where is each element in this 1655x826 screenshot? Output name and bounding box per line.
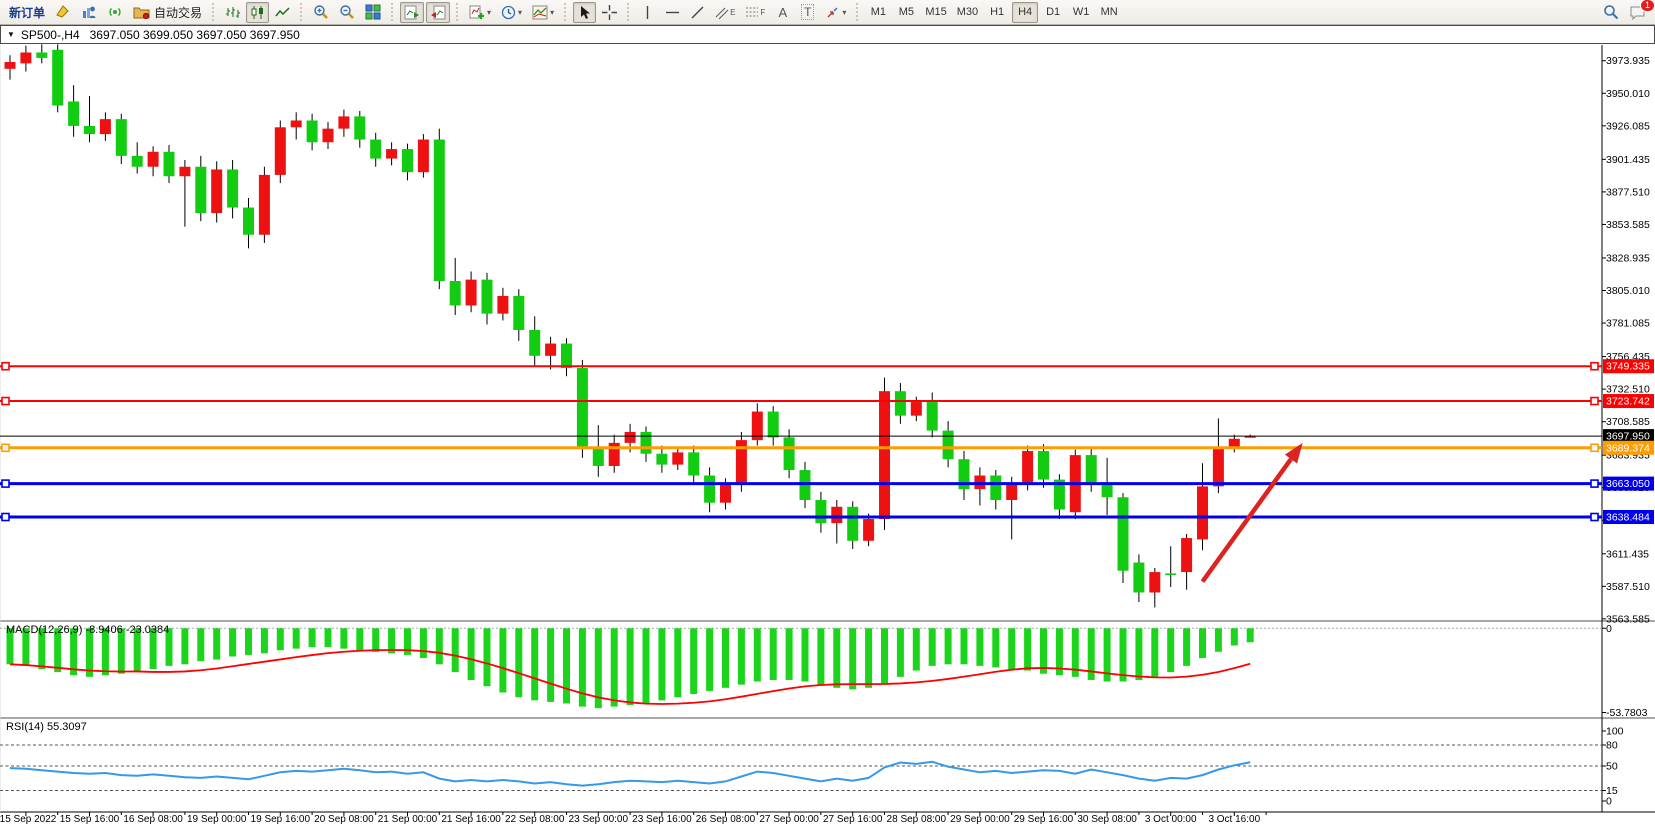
market-watch-icon[interactable]: [77, 2, 101, 23]
new-order-button[interactable]: 新订单: [9, 5, 46, 20]
one-click-trading-toggle-icon[interactable]: ▼: [7, 30, 15, 39]
templates-button[interactable]: ▾: [528, 2, 558, 23]
fibonacci-icon: [746, 7, 759, 16]
equidistant-channel-tool-button[interactable]: E: [711, 2, 739, 23]
autotrade-icon: [133, 7, 150, 20]
auto-scroll-button[interactable]: [400, 1, 425, 23]
market-watch-icon: [83, 6, 96, 18]
timeframe-mn-button[interactable]: MN: [1100, 6, 1118, 18]
toolbar-separator: [562, 3, 570, 21]
template-chart-icon: [532, 5, 548, 19]
chart-ohlc-values: 3697.050 3699.050 3697.050 3697.950: [89, 27, 300, 42]
timeframe-m5-button[interactable]: M5: [898, 6, 914, 18]
toolbar-separator: [454, 3, 462, 21]
trendline-icon: [691, 6, 704, 18]
fibonacci-tool-glyph: F: [760, 7, 766, 17]
auto-scroll-icon: [404, 5, 420, 19]
autotrade-button[interactable]: 自动交易: [129, 2, 206, 23]
signals-icon[interactable]: [103, 2, 127, 23]
chevron-down-icon: ▾: [550, 7, 555, 17]
signals-icon: [109, 8, 121, 16]
vertical-line-icon: [646, 5, 649, 19]
price-axis[interactable]: [1602, 45, 1655, 812]
text-tool-glyph: A: [778, 4, 788, 20]
main-toolbar: 新订单 自动交易: [0, 0, 1655, 25]
bar-chart-icon: [226, 6, 241, 18]
clock-icon: [501, 5, 516, 19]
rsi-indicator-label: RSI(14) 55.3097: [6, 721, 87, 733]
arrows-tool-button[interactable]: ▾: [821, 2, 850, 23]
add-indicator-icon: [469, 5, 485, 19]
timeframe-h4-button[interactable]: H4: [1012, 1, 1039, 23]
arrow-objects-icon: [827, 7, 838, 17]
toolbar-separator: [210, 3, 218, 21]
add-indicator-button[interactable]: ▾: [465, 2, 495, 23]
toolbar-separator: [625, 3, 633, 21]
channel-tool-glyph: E: [730, 7, 736, 17]
zoom-in-icon: [314, 5, 328, 19]
chart-title-strip: ▼ SP500-,H4 3697.050 3699.050 3697.050 3…: [0, 25, 1655, 44]
autotrade-label: 自动交易: [154, 5, 203, 20]
zoom-out-icon: [340, 5, 354, 19]
notification-badge: 1: [1639, 0, 1655, 12]
tile-windows-button[interactable]: [361, 2, 385, 23]
chart-canvas[interactable]: [0, 45, 1602, 812]
timeframe-m1-button[interactable]: M1: [870, 6, 886, 18]
crosshair-icon: [602, 4, 618, 20]
chevron-down-icon: ▾: [842, 7, 847, 17]
channel-icon: [715, 7, 729, 19]
line-chart-icon: [275, 6, 290, 16]
periods-button[interactable]: ▾: [497, 2, 526, 23]
timeframe-d1-button[interactable]: D1: [1046, 6, 1061, 18]
crosshair-tool-button[interactable]: [598, 2, 621, 23]
timeframe-m15-button[interactable]: M15: [925, 6, 947, 18]
profile-icon[interactable]: [51, 2, 75, 23]
cursor-icon: [581, 5, 591, 19]
horizontal-line-icon: [666, 11, 680, 13]
chevron-down-icon: ▾: [487, 7, 492, 17]
toolbar-separator: [389, 3, 397, 21]
text-label-tool-button[interactable]: T: [796, 2, 819, 23]
tile-windows-icon: [365, 4, 381, 20]
chart-shift-button[interactable]: [426, 1, 451, 23]
line-chart-type-button[interactable]: [271, 2, 294, 23]
timeframe-m30-button[interactable]: M30: [956, 6, 979, 18]
cursor-tool-button[interactable]: [573, 1, 597, 23]
time-axis[interactable]: [0, 812, 1602, 826]
notifications-button[interactable]: 1: [1625, 0, 1655, 23]
macd-indicator-label: MACD(12,26,9) -8.9406 -23.0384: [6, 624, 170, 636]
vertical-line-tool-button[interactable]: [636, 2, 659, 23]
search-icon: [1604, 5, 1619, 20]
horizontal-line-tool-button[interactable]: [661, 2, 684, 23]
toolbar-separator: [854, 3, 862, 21]
chart-shift-icon: [431, 5, 446, 19]
chevron-down-icon: ▾: [518, 7, 523, 17]
candlestick-chart-type-button[interactable]: [246, 1, 270, 23]
text-label-tool-glyph: T: [801, 4, 815, 20]
search-button[interactable]: [1599, 2, 1623, 23]
bar-chart-type-button[interactable]: [221, 2, 244, 23]
timeframe-w1-button[interactable]: W1: [1072, 6, 1090, 18]
zoom-out-button[interactable]: [335, 2, 359, 23]
chart-symbol-period: SP500-,H4: [20, 27, 80, 42]
fibonacci-tool-button[interactable]: F: [741, 2, 769, 23]
toolbar-separator: [298, 3, 306, 21]
zoom-in-button[interactable]: [309, 2, 333, 23]
text-tool-button[interactable]: A: [771, 2, 794, 23]
profile-icon: [56, 5, 69, 18]
trendline-tool-button[interactable]: [686, 2, 709, 23]
timeframe-h1-button[interactable]: H1: [990, 6, 1005, 18]
candlestick-chart-icon: [251, 5, 264, 19]
